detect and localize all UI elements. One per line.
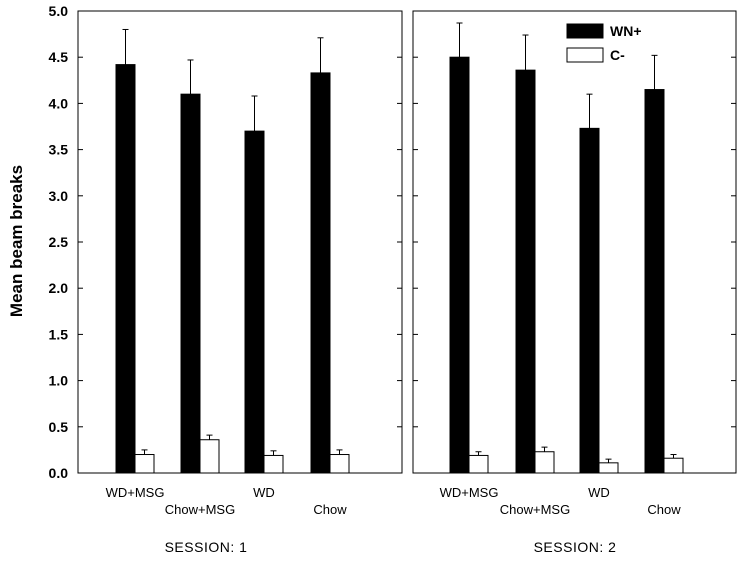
- category-label: Chow: [647, 502, 681, 517]
- category-label: WD: [588, 485, 610, 500]
- category-label: WD+MSG: [106, 485, 165, 500]
- bar-c-minus: [663, 457, 684, 474]
- bar-c-minus: [598, 462, 619, 474]
- y-tick-label: 0.5: [49, 419, 69, 435]
- bar-wn-plus: [449, 56, 470, 474]
- bar-wn-plus: [180, 93, 201, 474]
- y-tick-label: 4.5: [49, 49, 69, 65]
- y-tick-label: 1.0: [49, 373, 69, 389]
- y-tick-label: 1.5: [49, 326, 69, 342]
- bar-wn-plus: [644, 89, 665, 474]
- legend-swatch-c-minus: [566, 47, 604, 63]
- legend-swatch-wn-plus: [566, 23, 604, 39]
- bar-c-minus: [134, 454, 155, 474]
- legend-label-wn-plus: WN+: [610, 23, 642, 39]
- bar-wn-plus: [244, 130, 265, 474]
- y-tick-label: 3.0: [49, 188, 69, 204]
- bar-c-minus: [263, 454, 284, 474]
- bar-wn-plus: [579, 127, 600, 474]
- y-axis-label: Mean beam breaks: [7, 165, 26, 317]
- y-tick-label: 4.0: [49, 95, 69, 111]
- bar-wn-plus: [115, 64, 136, 474]
- session-title: SESSION: 1: [165, 539, 248, 555]
- legend-label-c-minus: C-: [610, 47, 625, 63]
- y-tick-label: 2.5: [49, 234, 69, 250]
- legend: WN+ C-: [566, 23, 642, 63]
- bar-c-minus: [329, 454, 350, 474]
- category-label: Chow: [313, 502, 347, 517]
- y-tick-label: 2.0: [49, 280, 69, 296]
- category-label: Chow+MSG: [165, 502, 235, 517]
- category-label: Chow+MSG: [500, 502, 570, 517]
- y-axis-ticks: 0.0 0.5 1.0 1.5 2.0 2.5 3.0 3.5 4.0 4.5 5.0: [49, 3, 69, 481]
- bar-c-minus: [534, 451, 555, 474]
- bar-wn-plus: [515, 69, 536, 474]
- bar-c-minus: [199, 439, 220, 474]
- y-tick-label: 3.5: [49, 142, 69, 158]
- bar-wn-plus: [310, 72, 331, 474]
- bar-c-minus: [468, 454, 489, 474]
- session-title: SESSION: 2: [534, 539, 617, 555]
- y-tick-label: 5.0: [49, 3, 69, 19]
- category-label: WD+MSG: [440, 485, 499, 500]
- y-tick-label: 0.0: [49, 465, 69, 481]
- category-label: WD: [253, 485, 275, 500]
